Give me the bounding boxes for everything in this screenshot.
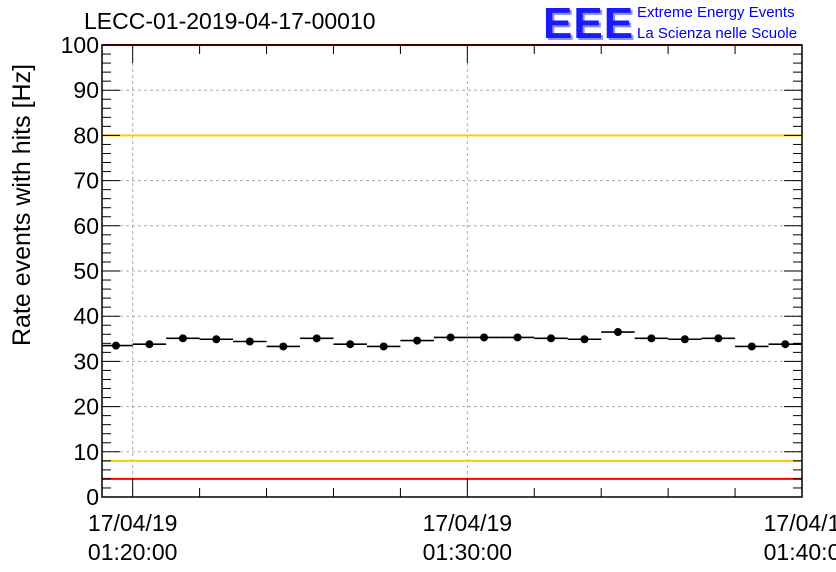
axis-ticks (102, 44, 803, 498)
data-point (613, 328, 622, 337)
y-axis-label: Rate events with hits [Hz] (8, 64, 36, 346)
data-point (446, 333, 455, 342)
data-points (102, 328, 802, 351)
data-point (245, 337, 254, 346)
data-point (212, 335, 221, 344)
y-tick-label: 20 (73, 394, 99, 420)
x-tick-time-label: 01:30:00 (423, 539, 513, 565)
data-point (547, 334, 556, 343)
x-tick-date-label: 17/04/1 (764, 510, 836, 536)
x-tick-time-label: 01:40:0 (764, 539, 836, 565)
data-point (781, 340, 790, 349)
y-tick-label: 90 (73, 77, 99, 103)
y-tick-labels: 0 10 20 30 40 50 60 70 80 90 100 (61, 32, 99, 510)
y-tick-label: 30 (73, 348, 99, 374)
y-tick-label: 80 (73, 122, 99, 148)
x-tick-labels: 17/04/19 01:20:00 17/04/19 01:30:00 17/04/1 0… (88, 510, 836, 565)
data-point (647, 334, 656, 343)
data-point (279, 342, 288, 351)
y-tick-label: 10 (73, 439, 99, 465)
data-point (413, 336, 422, 345)
data-point (312, 334, 321, 343)
data-point (178, 334, 187, 343)
y-tick-label: 0 (86, 484, 99, 510)
grid-lines (102, 45, 803, 497)
eee-logo: EEE (543, 0, 635, 48)
reference-lines (102, 44, 802, 480)
y-tick-label: 50 (73, 258, 99, 284)
data-point (346, 340, 355, 349)
data-point (111, 341, 120, 350)
data-point (747, 342, 756, 351)
y-tick-label: 40 (73, 303, 99, 329)
x-tick-date-label: 17/04/19 (423, 510, 513, 536)
data-point (580, 335, 589, 344)
x-tick-time-label: 01:20:00 (88, 539, 178, 565)
data-point (714, 334, 723, 343)
data-point (480, 333, 489, 342)
run-title: LECC-01-2019-04-17-00010 (84, 8, 376, 34)
x-tick-date-label: 17/04/19 (88, 510, 178, 536)
logo-line-2: La Scienza nelle Scuole (637, 25, 798, 42)
y-tick-label: 70 (73, 168, 99, 194)
y-tick-label: 100 (61, 32, 99, 58)
data-point (145, 340, 154, 349)
y-tick-label: 60 (73, 213, 99, 239)
data-point (513, 333, 522, 342)
data-point (379, 342, 388, 351)
data-point (680, 335, 689, 344)
logo-line-1: Extreme Energy Events (637, 4, 795, 21)
